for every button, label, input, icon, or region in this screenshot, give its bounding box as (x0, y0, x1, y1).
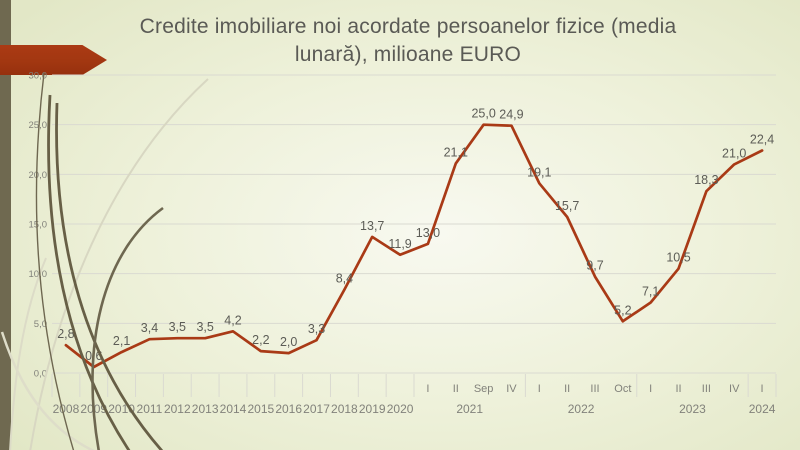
chart-title: Credite imobiliare noi acordate persoane… (118, 13, 698, 69)
x-axis-year-label: 2010 (108, 402, 135, 416)
x-axis-year-label: 2024 (749, 402, 776, 416)
x-axis-year-label: 2021 (456, 402, 483, 416)
red-arrow-decoration (0, 45, 107, 75)
data-point-label: 3,4 (141, 321, 158, 335)
data-point-label: 11,9 (388, 237, 411, 251)
swoosh-dark-curve (55, 102, 164, 450)
data-point-label: 15,7 (555, 199, 579, 213)
y-axis-tick-label: 10,0 (29, 269, 48, 280)
data-point-label: 21,1 (444, 145, 468, 159)
data-point-label: 21,0 (722, 146, 746, 160)
x-axis-year-label: 2012 (164, 402, 191, 416)
x-axis-quarter-label: II (675, 383, 681, 395)
y-axis-tick-label: 15,0 (29, 220, 48, 231)
data-point-label: 4,2 (224, 313, 241, 327)
x-axis-quarter-label: I (538, 383, 541, 395)
data-point-label: 7,1 (642, 284, 659, 298)
x-axis-year-label: 2018 (331, 402, 358, 416)
x-axis-year-label: 2009 (80, 402, 107, 416)
data-point-label: 3,5 (169, 320, 186, 334)
x-axis-year-label: 2011 (137, 402, 163, 416)
x-axis-quarter-label: IV (729, 383, 740, 395)
y-axis-tick-label: 20,0 (29, 170, 48, 181)
data-point-label: 2,8 (57, 327, 74, 341)
data-point-label: 10,5 (666, 251, 690, 265)
x-axis-year-label: 2017 (303, 402, 330, 416)
swoosh-dark-curve (47, 94, 131, 450)
y-axis-tick-label: 5,0 (34, 319, 47, 330)
data-point-label: 2,0 (280, 335, 297, 349)
data-point-label: 3,5 (196, 320, 213, 334)
x-axis-quarter-label: I (761, 383, 764, 395)
x-axis-year-label: 2019 (359, 402, 386, 416)
x-axis-year-label: 2023 (679, 402, 706, 416)
x-axis-year-label: 2014 (220, 402, 247, 416)
swoosh-pale-curve (9, 257, 47, 450)
swoosh-dark-curve (35, 72, 75, 450)
data-point-label: 18,3 (694, 173, 718, 187)
swoosh-dark-curve (91, 206, 164, 450)
x-axis-quarter-label: IV (506, 383, 517, 395)
data-point-label: 2,1 (113, 334, 130, 348)
data-point-label: 22,4 (750, 132, 774, 146)
data-point-label: 5,2 (614, 303, 631, 317)
data-point-label: 3,3 (308, 322, 325, 336)
x-axis-year-label: 2022 (568, 402, 595, 416)
x-axis-quarter-label: III (590, 383, 599, 395)
swoosh-pale-curve (0, 331, 95, 450)
data-point-label: 19,1 (527, 165, 551, 179)
data-point-label: 25,0 (471, 107, 495, 121)
x-axis-year-label: 2015 (247, 402, 274, 416)
left-accent-bar (0, 0, 11, 450)
chart-title-line2: lunară), milioane EURO (294, 42, 522, 66)
data-point-label: 2,2 (252, 333, 269, 347)
x-axis-quarter-label: I (649, 383, 652, 395)
data-point-label: 9,7 (586, 259, 603, 273)
x-axis-year-label: 2020 (387, 402, 414, 416)
x-axis-quarter-label: I (426, 383, 429, 395)
series-line (64, 123, 764, 369)
data-point-label: 24,9 (499, 108, 523, 122)
data-point-label: 13,7 (360, 219, 384, 233)
x-axis-quarter-label: Oct (614, 383, 631, 395)
x-axis-year-label: 2008 (53, 402, 80, 416)
y-axis-tick-label: 0,0 (34, 369, 47, 380)
data-point-label: 8,4 (336, 272, 353, 286)
x-axis-year-label: 2016 (275, 402, 302, 416)
y-axis-tick-label: 25,0 (29, 120, 48, 131)
swoosh-pale-curve (29, 78, 209, 450)
x-axis-quarter-label: III (702, 383, 711, 395)
x-axis-quarter-label: II (564, 383, 570, 395)
x-axis-year-label: 2013 (192, 402, 219, 416)
x-axis-quarter-label: Sep (474, 383, 494, 395)
data-point-label: 0,6 (85, 349, 102, 363)
data-point-label: 13,0 (416, 226, 440, 240)
x-axis-quarter-label: II (453, 383, 459, 395)
chart-title-line1: Credite imobiliare noi acordate persoane… (139, 15, 677, 38)
